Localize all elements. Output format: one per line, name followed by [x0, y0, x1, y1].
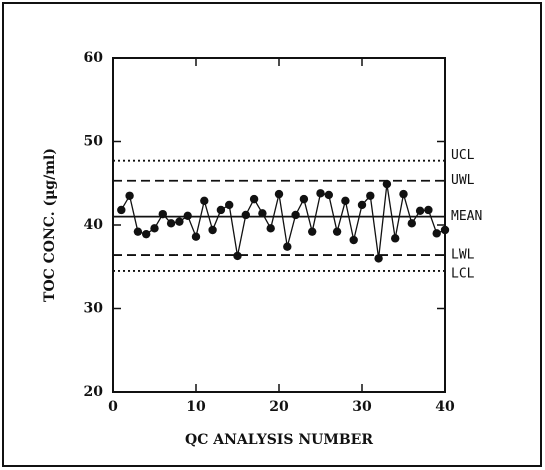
x-tick-label: 40 [435, 399, 455, 415]
data-point [382, 179, 392, 189]
data-point [125, 191, 134, 200]
data-point [233, 251, 242, 261]
data-point [266, 224, 275, 233]
data-point [357, 200, 367, 210]
data-point [133, 227, 143, 236]
x-tick-label: 30 [352, 399, 372, 415]
data-point [150, 224, 159, 233]
reference-label: LCL [451, 266, 475, 281]
data-line [120, 183, 446, 259]
data-point [117, 205, 126, 215]
data-point [316, 189, 325, 198]
data-point [391, 234, 400, 243]
data-point [291, 210, 300, 220]
reference-label: MEAN [451, 209, 482, 224]
data-point [407, 219, 416, 228]
y-tick-label: 30 [84, 301, 104, 317]
data-point [208, 225, 217, 235]
x-tick-label: 10 [186, 399, 206, 415]
data-point [349, 235, 358, 245]
data-point [440, 225, 450, 235]
data-point [432, 229, 441, 238]
reference-label: UWL [451, 173, 475, 188]
data-point [366, 191, 375, 200]
data-point [332, 227, 342, 236]
data-point [183, 211, 192, 221]
data-point [142, 229, 151, 239]
data-point [415, 206, 425, 216]
y-axis-label: TOC CONC. (μg/ml) [42, 148, 58, 302]
data-point [249, 194, 259, 204]
y-tick-label: 40 [84, 217, 104, 233]
data-point [166, 219, 176, 228]
x-tick-label: 0 [108, 399, 118, 415]
data-point [308, 227, 317, 236]
y-tick-label: 60 [84, 50, 104, 66]
reference-label: UCL [451, 148, 475, 163]
data-point [200, 196, 209, 205]
data-point [191, 232, 201, 241]
x-tick-label: 20 [269, 399, 289, 415]
data-point [324, 190, 333, 200]
data-point [283, 242, 292, 251]
data-point [374, 254, 383, 263]
plot-area [112, 57, 446, 393]
data-point [274, 189, 284, 199]
data-point [299, 194, 309, 204]
y-tick-label: 20 [84, 384, 104, 400]
reference-label: LWL [451, 248, 475, 263]
data-point [341, 196, 350, 205]
data-point [399, 189, 408, 199]
data-point [424, 205, 433, 215]
data-point [241, 210, 250, 220]
y-tick-label: 50 [84, 134, 104, 150]
data-point [258, 209, 267, 218]
data-point [216, 205, 226, 215]
data-point [158, 209, 167, 219]
data-point [225, 200, 234, 210]
x-axis-label: QC ANALYSIS NUMBER [185, 432, 373, 448]
data-point [175, 217, 184, 226]
